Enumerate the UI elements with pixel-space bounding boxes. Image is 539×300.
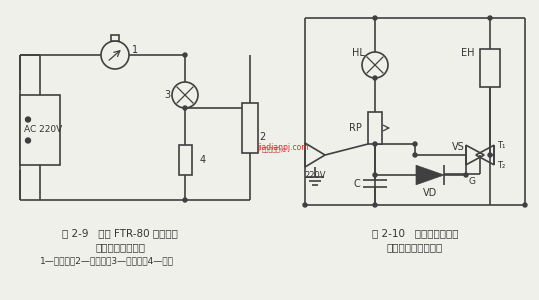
Bar bbox=[368, 112, 382, 144]
Text: VS: VS bbox=[452, 142, 465, 152]
Circle shape bbox=[373, 142, 377, 146]
Circle shape bbox=[413, 153, 417, 157]
Bar bbox=[111, 35, 119, 41]
Circle shape bbox=[25, 117, 31, 122]
Text: T₂: T₂ bbox=[497, 160, 505, 169]
Circle shape bbox=[25, 138, 31, 143]
Circle shape bbox=[373, 203, 377, 207]
Bar bbox=[20, 95, 60, 165]
Circle shape bbox=[413, 142, 417, 146]
Text: 调温式电炒锅电路: 调温式电炒锅电路 bbox=[95, 242, 145, 252]
Text: HL: HL bbox=[351, 48, 364, 58]
Circle shape bbox=[464, 173, 468, 177]
Polygon shape bbox=[416, 165, 444, 185]
Text: 220V: 220V bbox=[304, 170, 326, 179]
Text: VD: VD bbox=[423, 188, 437, 198]
Text: C: C bbox=[354, 179, 361, 189]
Text: 3: 3 bbox=[164, 90, 170, 100]
Text: 1: 1 bbox=[132, 45, 138, 55]
Text: T₁: T₁ bbox=[497, 140, 505, 149]
Text: 4: 4 bbox=[200, 155, 206, 165]
Text: AC 220V: AC 220V bbox=[24, 125, 62, 134]
Text: jiadianpj.com: jiadianpj.com bbox=[257, 143, 309, 152]
Text: G: G bbox=[468, 178, 475, 187]
Circle shape bbox=[183, 106, 187, 110]
Text: 2: 2 bbox=[259, 133, 265, 142]
Text: 管调温式电炒锅电路: 管调温式电炒锅电路 bbox=[387, 242, 443, 252]
Bar bbox=[242, 103, 258, 152]
Circle shape bbox=[488, 16, 492, 20]
Circle shape bbox=[172, 82, 198, 108]
Circle shape bbox=[101, 41, 129, 69]
Circle shape bbox=[373, 173, 377, 177]
Text: 图 2-10   典型的双向晶闸: 图 2-10 典型的双向晶闸 bbox=[372, 228, 458, 238]
Circle shape bbox=[303, 203, 307, 207]
Text: EH: EH bbox=[461, 48, 475, 58]
Circle shape bbox=[523, 203, 527, 207]
Text: 家电配件网\C: 家电配件网\C bbox=[262, 147, 287, 153]
Circle shape bbox=[183, 53, 187, 57]
Bar bbox=[178, 145, 191, 175]
Text: 1—温控器；2—加热器；3—指示灯；4—电阻: 1—温控器；2—加热器；3—指示灯；4—电阻 bbox=[40, 256, 174, 266]
Bar bbox=[480, 49, 500, 87]
Circle shape bbox=[373, 76, 377, 80]
Text: RP: RP bbox=[349, 123, 362, 133]
Circle shape bbox=[362, 52, 388, 78]
Circle shape bbox=[183, 198, 187, 202]
Circle shape bbox=[488, 153, 492, 157]
Text: 图 2-9   唯尔 FTR-80 型温控器: 图 2-9 唯尔 FTR-80 型温控器 bbox=[62, 228, 178, 238]
Circle shape bbox=[373, 16, 377, 20]
